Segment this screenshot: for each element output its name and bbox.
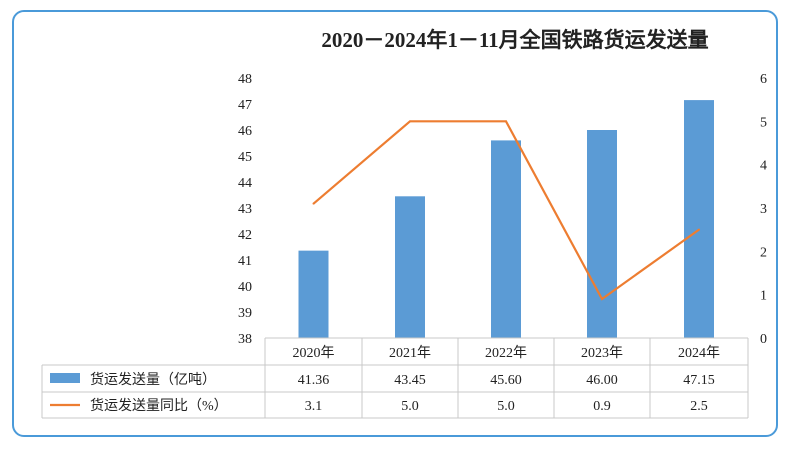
- category-label: 2021年: [389, 345, 431, 361]
- line-point-2021年: [409, 120, 411, 123]
- left-axis-tick: 40: [238, 280, 252, 295]
- line-value-label: 0.9: [593, 399, 611, 414]
- line-value-label: 5.0: [401, 399, 419, 414]
- legend-bar-label: 货运发送量（亿吨）: [90, 371, 216, 388]
- line-value-label: 2.5: [690, 399, 708, 414]
- line-point-2020年: [312, 202, 315, 205]
- bar-2020年: [298, 250, 329, 338]
- legend-line-label: 货运发送量同比（%）: [90, 397, 228, 414]
- bar-value-label: 41.36: [298, 373, 330, 388]
- left-axis-tick: 43: [238, 202, 252, 217]
- right-axis-tick: 1: [760, 289, 767, 304]
- category-label: 2024年: [678, 345, 720, 361]
- bar-2021年: [395, 196, 425, 338]
- bar-value-label: 46.00: [586, 373, 618, 388]
- chart-title: 2020－2024年1－11月全国铁路货运发送量: [321, 28, 708, 52]
- category-label: 2023年: [581, 345, 623, 361]
- left-axis-tick: 47: [238, 98, 252, 113]
- left-axis-tick: 39: [238, 306, 252, 321]
- right-axis-tick: 2: [760, 245, 767, 260]
- line-point-2022年: [505, 120, 507, 123]
- right-axis-tick: 4: [760, 159, 767, 174]
- left-axis-tick: 41: [238, 254, 252, 269]
- line-point-2024年: [698, 228, 700, 231]
- left-axis-tick: 46: [238, 124, 252, 139]
- right-axis-tick: 0: [760, 332, 767, 347]
- left-axis-tick: 38: [238, 332, 252, 347]
- right-axis-tick: 3: [760, 202, 767, 217]
- category-label: 2022年: [485, 345, 527, 361]
- left-axis-tick: 48: [238, 72, 252, 87]
- line-point-2023年: [601, 298, 603, 300]
- right-axis-tick: 6: [760, 72, 767, 87]
- bar-value-label: 45.60: [490, 373, 522, 388]
- left-axis-tick: 42: [238, 228, 252, 243]
- left-axis-tick: 45: [238, 150, 252, 165]
- legend-bar-swatch: [50, 373, 80, 383]
- bar-2024年: [684, 100, 714, 338]
- bar-value-label: 47.15: [683, 373, 715, 388]
- chart-frame: [12, 10, 778, 437]
- bar-2023年: [587, 130, 617, 338]
- right-axis-tick: 5: [760, 115, 767, 130]
- line-value-label: 3.1: [305, 399, 323, 414]
- bar-2022年: [491, 140, 521, 338]
- line-value-label: 5.0: [497, 399, 515, 414]
- left-axis-tick: 44: [238, 176, 252, 191]
- bar-value-label: 43.45: [394, 373, 426, 388]
- category-label: 2020年: [293, 345, 335, 361]
